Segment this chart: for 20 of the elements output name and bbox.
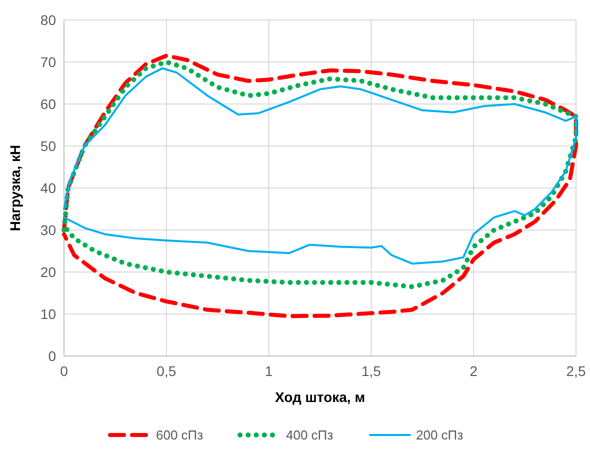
legend-label: 200 сПз xyxy=(416,428,464,443)
legend-label: 400 сПз xyxy=(286,428,334,443)
x-tick-label: 1,5 xyxy=(361,363,382,379)
x-tick-label: 1 xyxy=(264,363,273,379)
y-axis-title: Нагрузка, кН xyxy=(7,144,23,232)
x-axis-title: Ход штока, м xyxy=(274,389,366,405)
y-tick-label: 30 xyxy=(40,222,56,238)
y-tick-label: 10 xyxy=(40,306,56,322)
y-tick-label: 60 xyxy=(40,96,56,112)
x-tick-label: 0 xyxy=(60,363,68,379)
y-tick-label: 80 xyxy=(40,12,56,28)
x-tick-label: 2,5 xyxy=(566,363,586,379)
y-tick-label: 50 xyxy=(40,138,56,154)
y-tick-label: 20 xyxy=(40,264,56,280)
y-tick-label: 70 xyxy=(40,54,56,70)
x-tick-label: 2 xyxy=(470,363,478,379)
legend-label: 600 сПз xyxy=(156,428,204,443)
y-tick-label: 40 xyxy=(40,180,56,196)
y-tick-label: 0 xyxy=(48,348,56,364)
x-tick-label: 0,5 xyxy=(156,363,176,379)
